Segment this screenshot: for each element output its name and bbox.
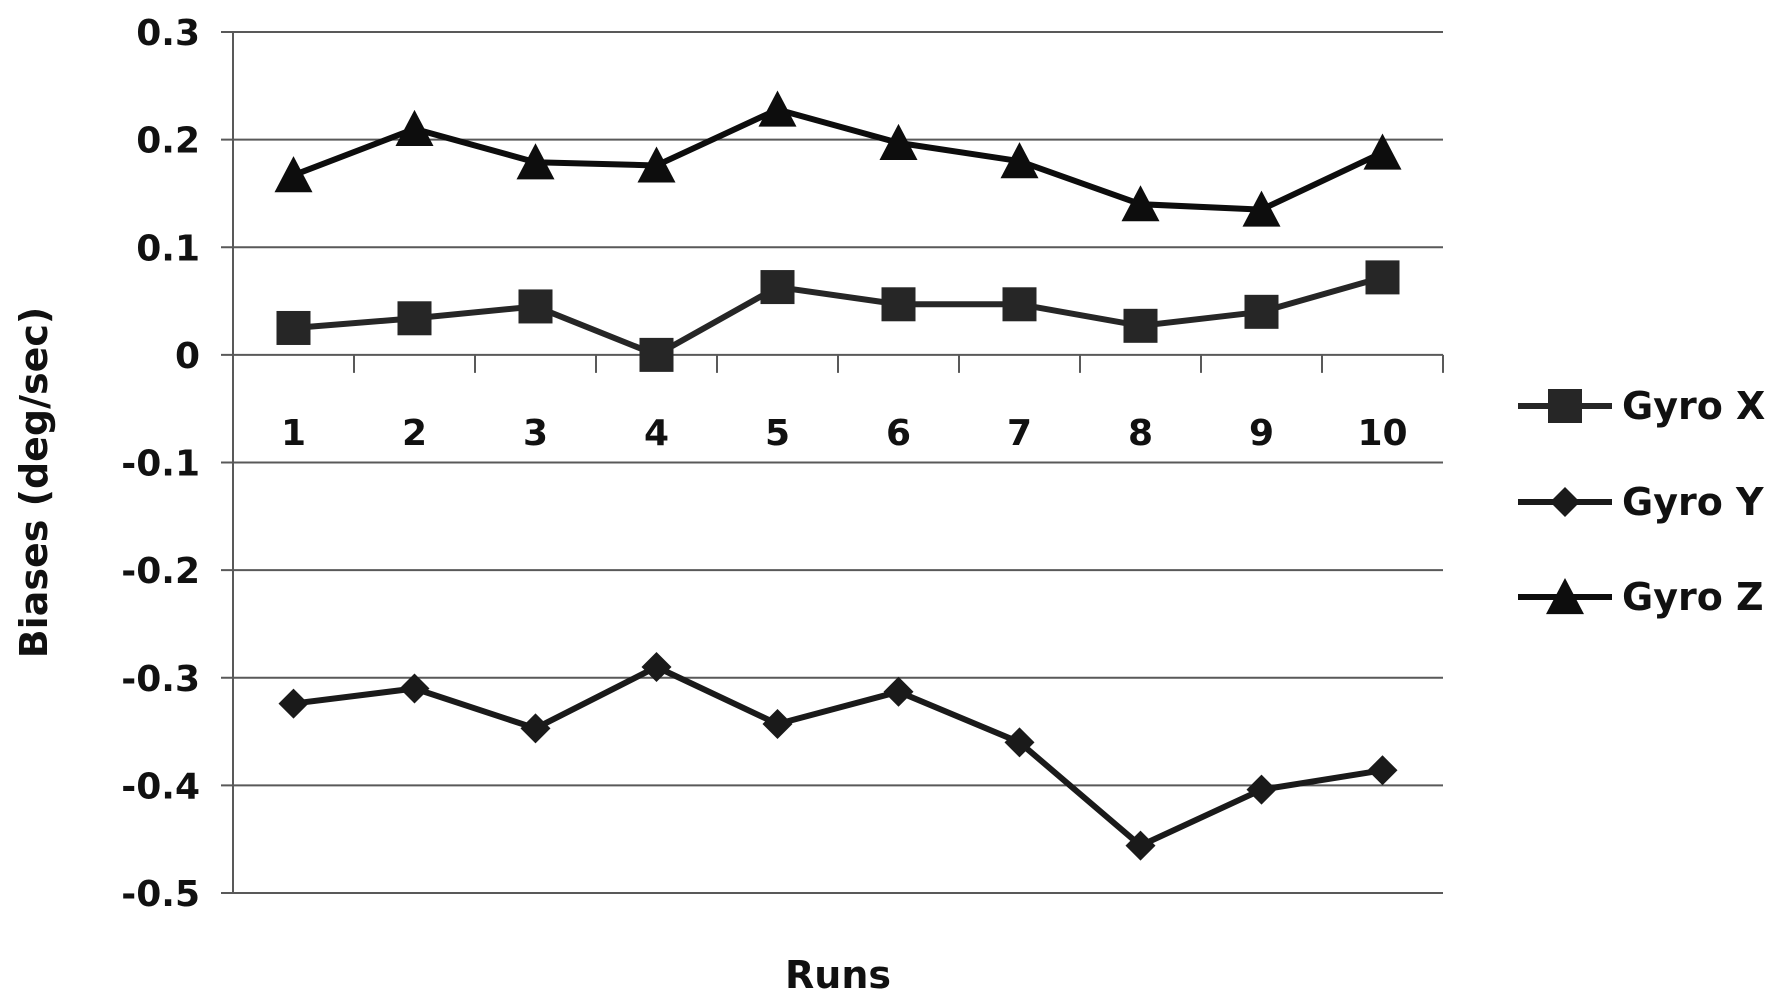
legend-label: Gyro Z xyxy=(1622,575,1764,619)
series-line xyxy=(290,106,1386,213)
legend-label: Gyro Y xyxy=(1622,480,1764,524)
series-square xyxy=(276,260,1400,372)
data-point xyxy=(762,709,793,740)
y-tick-label: 0 xyxy=(175,336,200,377)
data-point xyxy=(1121,185,1160,222)
x-tick-label: 7 xyxy=(1007,413,1032,454)
legend: Gyro X Gyro Y Gyro Z xyxy=(1518,384,1765,619)
data-point xyxy=(879,123,918,160)
x-axis-title: Runs xyxy=(785,953,891,997)
x-tick-label: 5 xyxy=(765,413,790,454)
data-point xyxy=(1365,260,1400,295)
data-point xyxy=(1242,190,1281,227)
x-tick-label: 4 xyxy=(644,413,669,454)
data-point xyxy=(1363,133,1402,170)
y-tick-labels: 0.3 0.2 0.1 0 -0.1 -0.2 -0.3 -0.4 -0.5 xyxy=(121,13,200,915)
data-point xyxy=(276,310,311,345)
series-diamond xyxy=(278,651,1398,861)
legend-item: Gyro X xyxy=(1518,384,1765,428)
data-point xyxy=(637,146,676,183)
y-tick-label: 0.2 xyxy=(136,121,200,162)
legend-marker xyxy=(1550,487,1580,517)
gridlines xyxy=(233,31,1443,894)
data-point xyxy=(760,270,795,305)
data-point xyxy=(1004,727,1035,758)
data-point xyxy=(1002,287,1037,322)
y-tick-label: 0.3 xyxy=(136,13,200,54)
series-line xyxy=(290,274,1386,358)
data-point xyxy=(399,673,430,704)
legend-marker xyxy=(1546,578,1584,615)
y-tick-label: -0.5 xyxy=(121,874,200,915)
data-point xyxy=(1244,294,1279,329)
y-tick-label: -0.3 xyxy=(121,659,200,700)
data-point xyxy=(1246,774,1277,805)
data-point xyxy=(516,143,555,180)
data-point xyxy=(881,287,916,322)
data-point xyxy=(397,301,432,336)
data-point xyxy=(883,676,914,707)
data-point xyxy=(1123,308,1158,343)
axes xyxy=(221,31,1444,894)
x-tick-label: 6 xyxy=(886,413,911,454)
data-point xyxy=(518,289,553,324)
data-point xyxy=(641,651,672,682)
x-tick-labels: 1 2 3 4 5 6 7 8 9 10 xyxy=(281,413,1408,454)
data-point xyxy=(1125,830,1156,861)
series-triangle xyxy=(274,90,1402,227)
x-tick-label: 3 xyxy=(523,413,548,454)
data-point xyxy=(639,337,674,372)
series-layer xyxy=(274,90,1402,861)
data-point xyxy=(1000,142,1039,179)
series-line xyxy=(290,663,1386,849)
x-tick-label: 1 xyxy=(281,413,306,454)
data-point xyxy=(274,156,313,193)
legend-item: Gyro Y xyxy=(1518,480,1764,524)
y-tick-label: -0.4 xyxy=(121,766,200,807)
y-tick-label: 0.1 xyxy=(136,228,200,269)
legend-label: Gyro X xyxy=(1622,384,1765,428)
x-tick-label: 8 xyxy=(1128,413,1153,454)
x-tick-label: 2 xyxy=(402,413,427,454)
data-point xyxy=(395,109,434,146)
x-tick-label: 9 xyxy=(1249,413,1274,454)
data-point xyxy=(1367,755,1398,786)
data-point xyxy=(758,90,797,127)
y-tick-label: -0.2 xyxy=(121,551,200,592)
y-tick-label: -0.1 xyxy=(121,444,200,485)
x-tick-label: 10 xyxy=(1357,413,1407,454)
data-point xyxy=(520,713,551,744)
legend-marker xyxy=(1548,389,1582,423)
y-axis-title: Biases (deg/sec) xyxy=(12,307,56,659)
data-point xyxy=(278,688,309,719)
legend-item: Gyro Z xyxy=(1518,575,1764,619)
